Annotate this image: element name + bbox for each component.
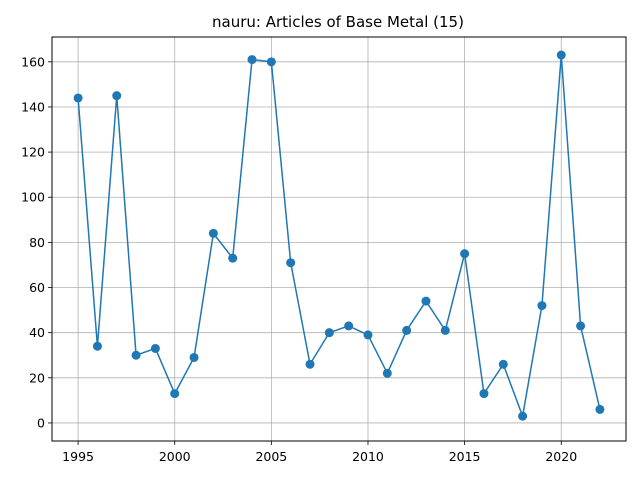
data-point	[247, 55, 257, 65]
data-points	[73, 50, 605, 421]
x-tick-label: 2015	[449, 449, 481, 464]
y-tick-label: 120	[21, 145, 45, 160]
x-tick-label: 2000	[159, 449, 191, 464]
data-point	[537, 301, 547, 311]
grid-lines	[52, 37, 626, 441]
data-point	[498, 359, 508, 369]
data-point	[189, 352, 199, 362]
plot-frame	[51, 36, 627, 442]
data-point	[228, 253, 238, 263]
y-tick-label: 20	[29, 370, 45, 385]
data-point	[363, 330, 373, 340]
data-point	[402, 325, 412, 335]
y-tick-label: 100	[21, 190, 45, 205]
data-point	[92, 341, 102, 351]
x-tick-label: 1995	[62, 449, 94, 464]
y-tick-label: 0	[37, 415, 45, 430]
data-point	[266, 57, 276, 67]
data-point	[479, 389, 489, 399]
data-point	[595, 404, 605, 414]
data-point	[324, 328, 334, 338]
data-point	[131, 350, 141, 360]
data-point	[170, 389, 180, 399]
data-point	[382, 368, 392, 378]
data-point	[518, 411, 528, 421]
x-tick-label: 2020	[545, 449, 577, 464]
data-point	[576, 321, 586, 331]
x-axis: 1995 2000 2005 2010 2015 2020	[62, 441, 577, 464]
data-point	[286, 258, 296, 268]
y-tick-label: 80	[29, 235, 45, 250]
y-axis: 0 20 40 60 80 100 120 140 160	[21, 54, 52, 430]
y-tick-label: 60	[29, 280, 45, 295]
data-point	[150, 343, 160, 353]
x-tick-label: 2005	[255, 449, 287, 464]
chart-title: nauru: Articles of Base Metal (15)	[212, 13, 464, 31]
data-point	[344, 321, 354, 331]
y-tick-label: 160	[21, 54, 45, 69]
data-point	[112, 91, 122, 101]
y-tick-label: 140	[21, 99, 45, 114]
data-point	[556, 50, 566, 60]
data-point	[208, 228, 218, 238]
data-point	[421, 296, 431, 306]
data-point	[460, 249, 470, 259]
x-tick-label: 2010	[352, 449, 384, 464]
data-point	[73, 93, 83, 103]
data-point	[305, 359, 315, 369]
y-tick-label: 40	[29, 325, 45, 340]
series-line	[77, 55, 601, 420]
data-point	[440, 325, 450, 335]
